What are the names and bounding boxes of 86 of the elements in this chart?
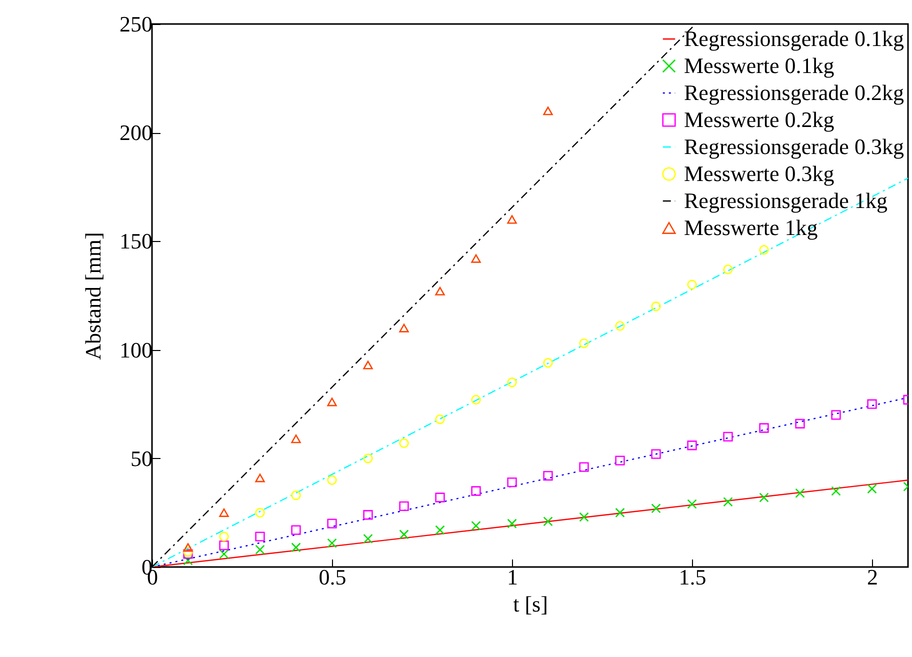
point [471, 486, 481, 496]
point [507, 215, 517, 224]
point [255, 508, 265, 518]
y-tick-label: 200 [120, 120, 152, 146]
point [291, 434, 301, 444]
point [471, 520, 481, 531]
point [687, 499, 697, 509]
x-axis-title: t [s] [513, 592, 548, 616]
point [759, 245, 769, 255]
point [363, 360, 373, 370]
point [615, 456, 625, 466]
point [435, 286, 445, 296]
point [687, 440, 697, 450]
legend-label: Messwerte 0.2kg [684, 107, 834, 132]
x-tick-label: 0.5 [318, 564, 346, 590]
point [507, 477, 517, 488]
point [255, 544, 265, 554]
point [327, 538, 337, 548]
x-tick-label: 1.5 [678, 564, 706, 590]
point [615, 321, 625, 331]
y-tick-label: 250 [120, 12, 152, 36]
point [399, 530, 409, 540]
point [399, 501, 409, 512]
legend-label: Messwerte 0.1kg [684, 53, 834, 78]
point [183, 543, 193, 552]
legend-label: Regressionsgerade 0.1kg [684, 26, 904, 51]
point [363, 534, 373, 544]
point [723, 432, 733, 442]
point [219, 532, 229, 542]
point [759, 423, 769, 433]
point [651, 504, 661, 514]
point [867, 399, 877, 409]
legend-label: Regressionsgerade 0.3kg [684, 134, 904, 159]
point [867, 484, 877, 494]
point [615, 508, 625, 518]
point [183, 556, 193, 566]
point [219, 549, 229, 559]
point [579, 462, 589, 472]
point [579, 512, 589, 522]
point [363, 510, 373, 520]
point [363, 454, 373, 464]
point [795, 488, 805, 498]
y-axis-title: Abstand [mm] [80, 232, 106, 360]
legend-label: Messwerte 0.3kg [684, 161, 834, 186]
point [399, 438, 409, 448]
point [291, 490, 301, 500]
point [543, 470, 553, 481]
point [435, 492, 445, 502]
point [507, 378, 517, 388]
point [831, 486, 841, 496]
point [291, 525, 301, 535]
y-tick-label: 100 [120, 337, 152, 362]
point [327, 398, 337, 406]
point [255, 532, 265, 542]
legend-label: Messwerte 1kg [684, 215, 818, 240]
point [435, 525, 445, 535]
point [327, 475, 337, 485]
point [507, 518, 517, 528]
point [687, 280, 697, 290]
point [543, 358, 553, 368]
point [759, 492, 769, 502]
point [183, 546, 193, 557]
y-tick-label: 50 [130, 446, 152, 471]
legend-label: Regressionsgerade 0.2kg [684, 80, 904, 105]
legend-label: Regressionsgerade 1kg [684, 188, 888, 213]
point [543, 106, 553, 116]
point [795, 418, 805, 428]
y-tick-label: 150 [120, 228, 152, 254]
point [327, 518, 337, 528]
point [651, 449, 661, 459]
point [219, 540, 229, 550]
point [651, 302, 661, 312]
point [255, 474, 265, 482]
point [219, 508, 229, 517]
point [471, 394, 481, 405]
point [291, 542, 301, 552]
point [543, 516, 553, 526]
point [723, 497, 733, 507]
x-tick-label: 2 [867, 564, 878, 590]
point [831, 410, 841, 420]
point [579, 338, 589, 348]
x-tick-label: 1 [507, 564, 518, 590]
point [399, 324, 409, 332]
point [471, 254, 481, 263]
point [435, 414, 445, 424]
point [723, 264, 733, 274]
